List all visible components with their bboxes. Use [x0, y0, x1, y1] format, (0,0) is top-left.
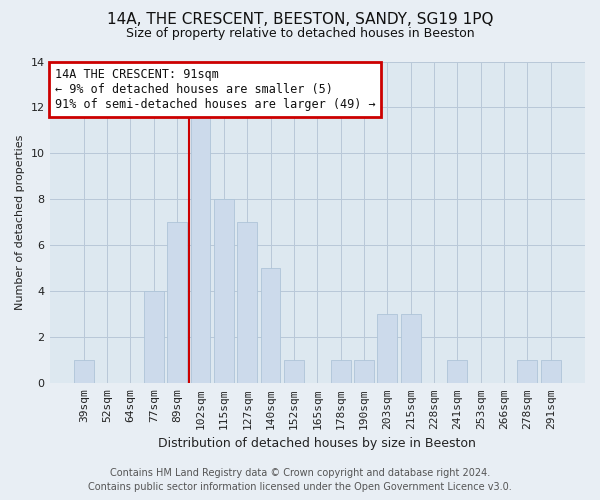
- Bar: [541, 360, 560, 384]
- Bar: [331, 360, 350, 384]
- Bar: [260, 268, 280, 384]
- X-axis label: Distribution of detached houses by size in Beeston: Distribution of detached houses by size …: [158, 437, 476, 450]
- Bar: [401, 314, 421, 384]
- Bar: [238, 222, 257, 384]
- Bar: [448, 360, 467, 384]
- Bar: [191, 108, 211, 384]
- Bar: [354, 360, 374, 384]
- Bar: [377, 314, 397, 384]
- Text: Size of property relative to detached houses in Beeston: Size of property relative to detached ho…: [125, 28, 475, 40]
- Bar: [144, 292, 164, 384]
- Bar: [74, 360, 94, 384]
- Bar: [214, 200, 234, 384]
- Y-axis label: Number of detached properties: Number of detached properties: [15, 134, 25, 310]
- Bar: [517, 360, 538, 384]
- Text: 14A THE CRESCENT: 91sqm
← 9% of detached houses are smaller (5)
91% of semi-deta: 14A THE CRESCENT: 91sqm ← 9% of detached…: [55, 68, 376, 111]
- Bar: [284, 360, 304, 384]
- Text: Contains HM Land Registry data © Crown copyright and database right 2024.
Contai: Contains HM Land Registry data © Crown c…: [88, 468, 512, 492]
- Bar: [167, 222, 187, 384]
- Text: 14A, THE CRESCENT, BEESTON, SANDY, SG19 1PQ: 14A, THE CRESCENT, BEESTON, SANDY, SG19 …: [107, 12, 493, 28]
